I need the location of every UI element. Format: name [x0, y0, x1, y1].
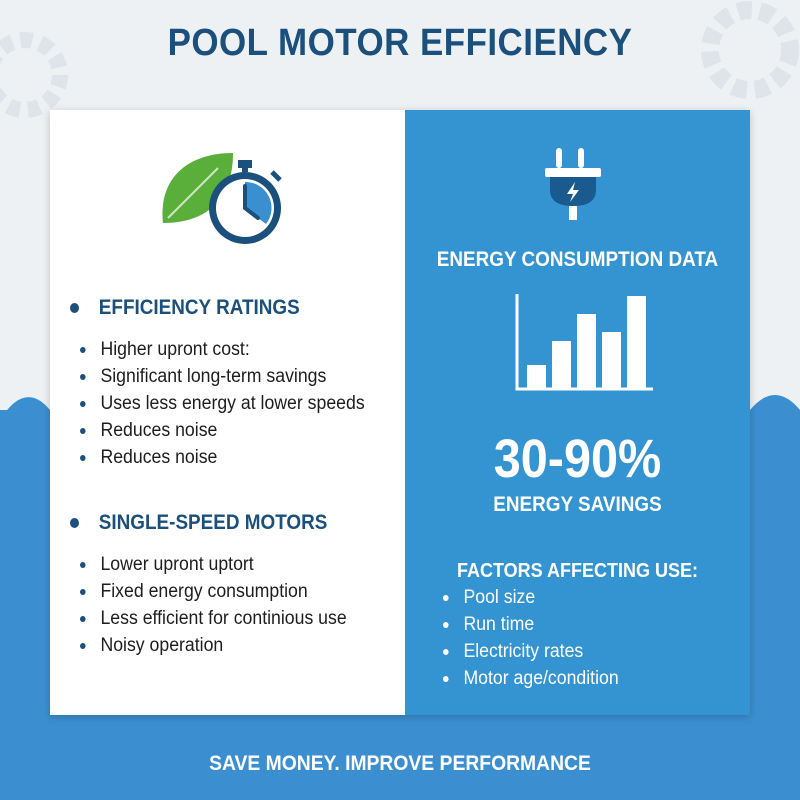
single-speed-list: Lower upront uptort Fixed energy consump…: [80, 551, 367, 659]
list-item: Higher upront cost:: [80, 336, 365, 363]
list-item: Less efficient for continious use: [80, 605, 347, 632]
list-item: Uses less energy at lower speeds: [80, 390, 365, 417]
savings-stat: 30-90%: [493, 429, 662, 489]
gear-icon: [701, 1, 799, 99]
section-heading-single-speed: SINGLE-SPEED MOTORS: [70, 511, 327, 535]
bar-chart-icon: [515, 294, 653, 391]
factors-list: Pool size Run time Electricity rates Mot…: [443, 584, 632, 692]
list-item: Fixed energy consumption: [80, 578, 347, 605]
savings-label: ENERGY SAVINGS: [493, 493, 662, 516]
list-item: Noisy operation: [80, 632, 347, 659]
section-heading-efficiency: EFFICIENCY RATINGS: [70, 296, 300, 320]
list-item: Pool size: [443, 584, 619, 611]
list-item: Significant long-term savings: [80, 363, 365, 390]
factors-heading: FACTORS AFFECTING USE:: [456, 560, 699, 582]
list-item: Reduces noise: [80, 417, 365, 444]
stopwatch-icon: [209, 160, 282, 244]
left-panel: EFFICIENCY RATINGS Higher upront cost: S…: [50, 110, 405, 715]
page-title: POOL MOTOR EFFICIENCY: [167, 22, 633, 64]
list-item: Reduces noise: [80, 444, 365, 471]
info-card: EFFICIENCY RATINGS Higher upront cost: S…: [50, 110, 750, 715]
list-item: Run time: [443, 611, 619, 638]
gear-icon: [0, 32, 68, 118]
list-item: Motor age/condition: [443, 665, 619, 692]
plug-icon: [545, 148, 601, 220]
list-item: Electricity rates: [443, 638, 619, 665]
list-item: Lower upront uptort: [80, 551, 347, 578]
leaf-icon: [162, 153, 233, 223]
footer-tagline: SAVE MONEY. IMPROVE PERFORMANCE: [209, 752, 591, 775]
efficiency-list: Higher upront cost: Significant long-ter…: [80, 336, 386, 471]
right-panel: ENERGY CONSUMPTION DATA 30-90% ENERGY SA…: [405, 110, 750, 715]
energy-heading: ENERGY CONSUMPTION DATA: [436, 248, 719, 271]
